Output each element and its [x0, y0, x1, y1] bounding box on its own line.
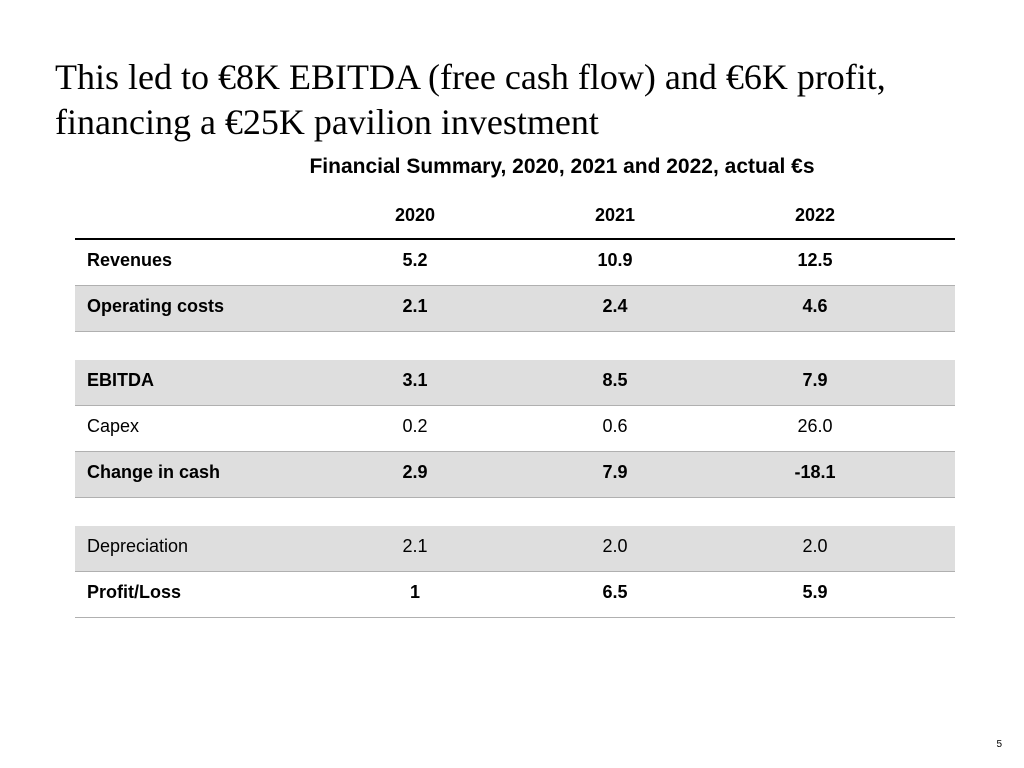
- cell-value: 0.6: [515, 416, 715, 437]
- slide-title: This led to €8K EBITDA (free cash flow) …: [55, 55, 969, 145]
- table-row: Revenues5.210.912.5: [75, 240, 955, 286]
- row-label: Revenues: [75, 250, 315, 271]
- section-gap: [75, 498, 955, 526]
- cell-value: 8.5: [515, 370, 715, 391]
- slide-subtitle: Financial Summary, 2020, 2021 and 2022, …: [155, 155, 969, 179]
- table-row: Depreciation2.12.02.0: [75, 526, 955, 572]
- row-label: Change in cash: [75, 462, 315, 483]
- table-row: Change in cash2.97.9-18.1: [75, 452, 955, 498]
- cell-value: 1: [315, 582, 515, 603]
- cell-value: -18.1: [715, 462, 915, 483]
- table-header-row: 2020 2021 2022: [75, 197, 955, 240]
- cell-value: 5.2: [315, 250, 515, 271]
- cell-value: 2.1: [315, 296, 515, 317]
- row-label: Capex: [75, 416, 315, 437]
- cell-value: 2.9: [315, 462, 515, 483]
- cell-value: 7.9: [715, 370, 915, 391]
- cell-value: 6.5: [515, 582, 715, 603]
- section-gap: [75, 332, 955, 360]
- header-year-2022: 2022: [715, 205, 915, 226]
- table-row: Operating costs2.12.44.6: [75, 286, 955, 332]
- cell-value: 2.0: [515, 536, 715, 557]
- cell-value: 26.0: [715, 416, 915, 437]
- row-label: Depreciation: [75, 536, 315, 557]
- cell-value: 5.9: [715, 582, 915, 603]
- table-row: Profit/Loss16.55.9: [75, 572, 955, 618]
- financial-table: 2020 2021 2022 Revenues5.210.912.5Operat…: [75, 197, 955, 618]
- cell-value: 0.2: [315, 416, 515, 437]
- cell-value: 4.6: [715, 296, 915, 317]
- page-number: 5: [996, 739, 1002, 750]
- header-year-2020: 2020: [315, 205, 515, 226]
- cell-value: 7.9: [515, 462, 715, 483]
- cell-value: 3.1: [315, 370, 515, 391]
- cell-value: 2.0: [715, 536, 915, 557]
- cell-value: 10.9: [515, 250, 715, 271]
- table-body: Revenues5.210.912.5Operating costs2.12.4…: [75, 240, 955, 618]
- row-label: Operating costs: [75, 296, 315, 317]
- row-label: Profit/Loss: [75, 582, 315, 603]
- row-label: EBITDA: [75, 370, 315, 391]
- table-row: EBITDA3.18.57.9: [75, 360, 955, 406]
- table-row: Capex0.20.626.0: [75, 406, 955, 452]
- cell-value: 2.1: [315, 536, 515, 557]
- cell-value: 2.4: [515, 296, 715, 317]
- header-year-2021: 2021: [515, 205, 715, 226]
- cell-value: 12.5: [715, 250, 915, 271]
